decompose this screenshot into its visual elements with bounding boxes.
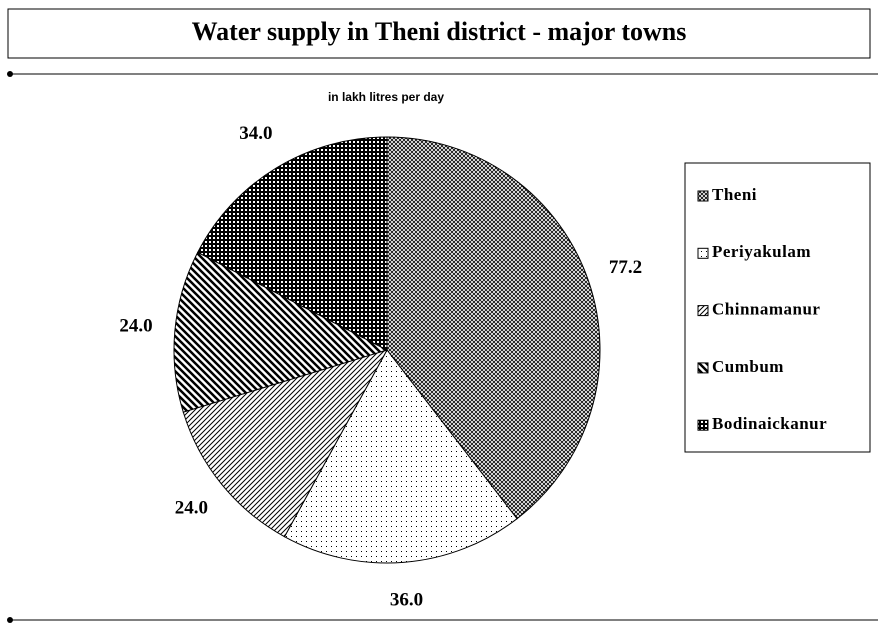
legend-box: [684, 162, 871, 453]
data-label: 77.2: [609, 257, 642, 278]
legend-label: Chinnamanur: [712, 300, 820, 319]
legend-swatch: [697, 247, 709, 259]
rule-dot: [7, 71, 13, 77]
legend-label: Bodinaickanur: [712, 414, 827, 433]
legend-label: Theni: [712, 185, 757, 204]
pie-slice: [283, 349, 518, 564]
pie-slice: [386, 136, 601, 520]
data-label: 24.0: [119, 316, 152, 337]
chart-subtitle: in lakh litres per day: [328, 90, 444, 104]
rule-dot: [7, 617, 13, 623]
data-label: 24.0: [175, 497, 208, 518]
legend-label: Cumbum: [712, 357, 784, 376]
chart-title: Water supply in Theni district - major t…: [192, 17, 687, 46]
legend-swatch: [697, 419, 709, 431]
legend-label: Periyakulam: [712, 242, 811, 261]
legend-swatch: [697, 305, 709, 317]
data-label: 34.0: [239, 123, 272, 144]
legend-swatch: [697, 362, 709, 374]
legend-swatch: [697, 190, 709, 202]
data-label: 36.0: [390, 590, 423, 611]
title-box: [7, 8, 871, 59]
pie-slice: [173, 251, 389, 413]
pie-slice: [197, 136, 388, 351]
